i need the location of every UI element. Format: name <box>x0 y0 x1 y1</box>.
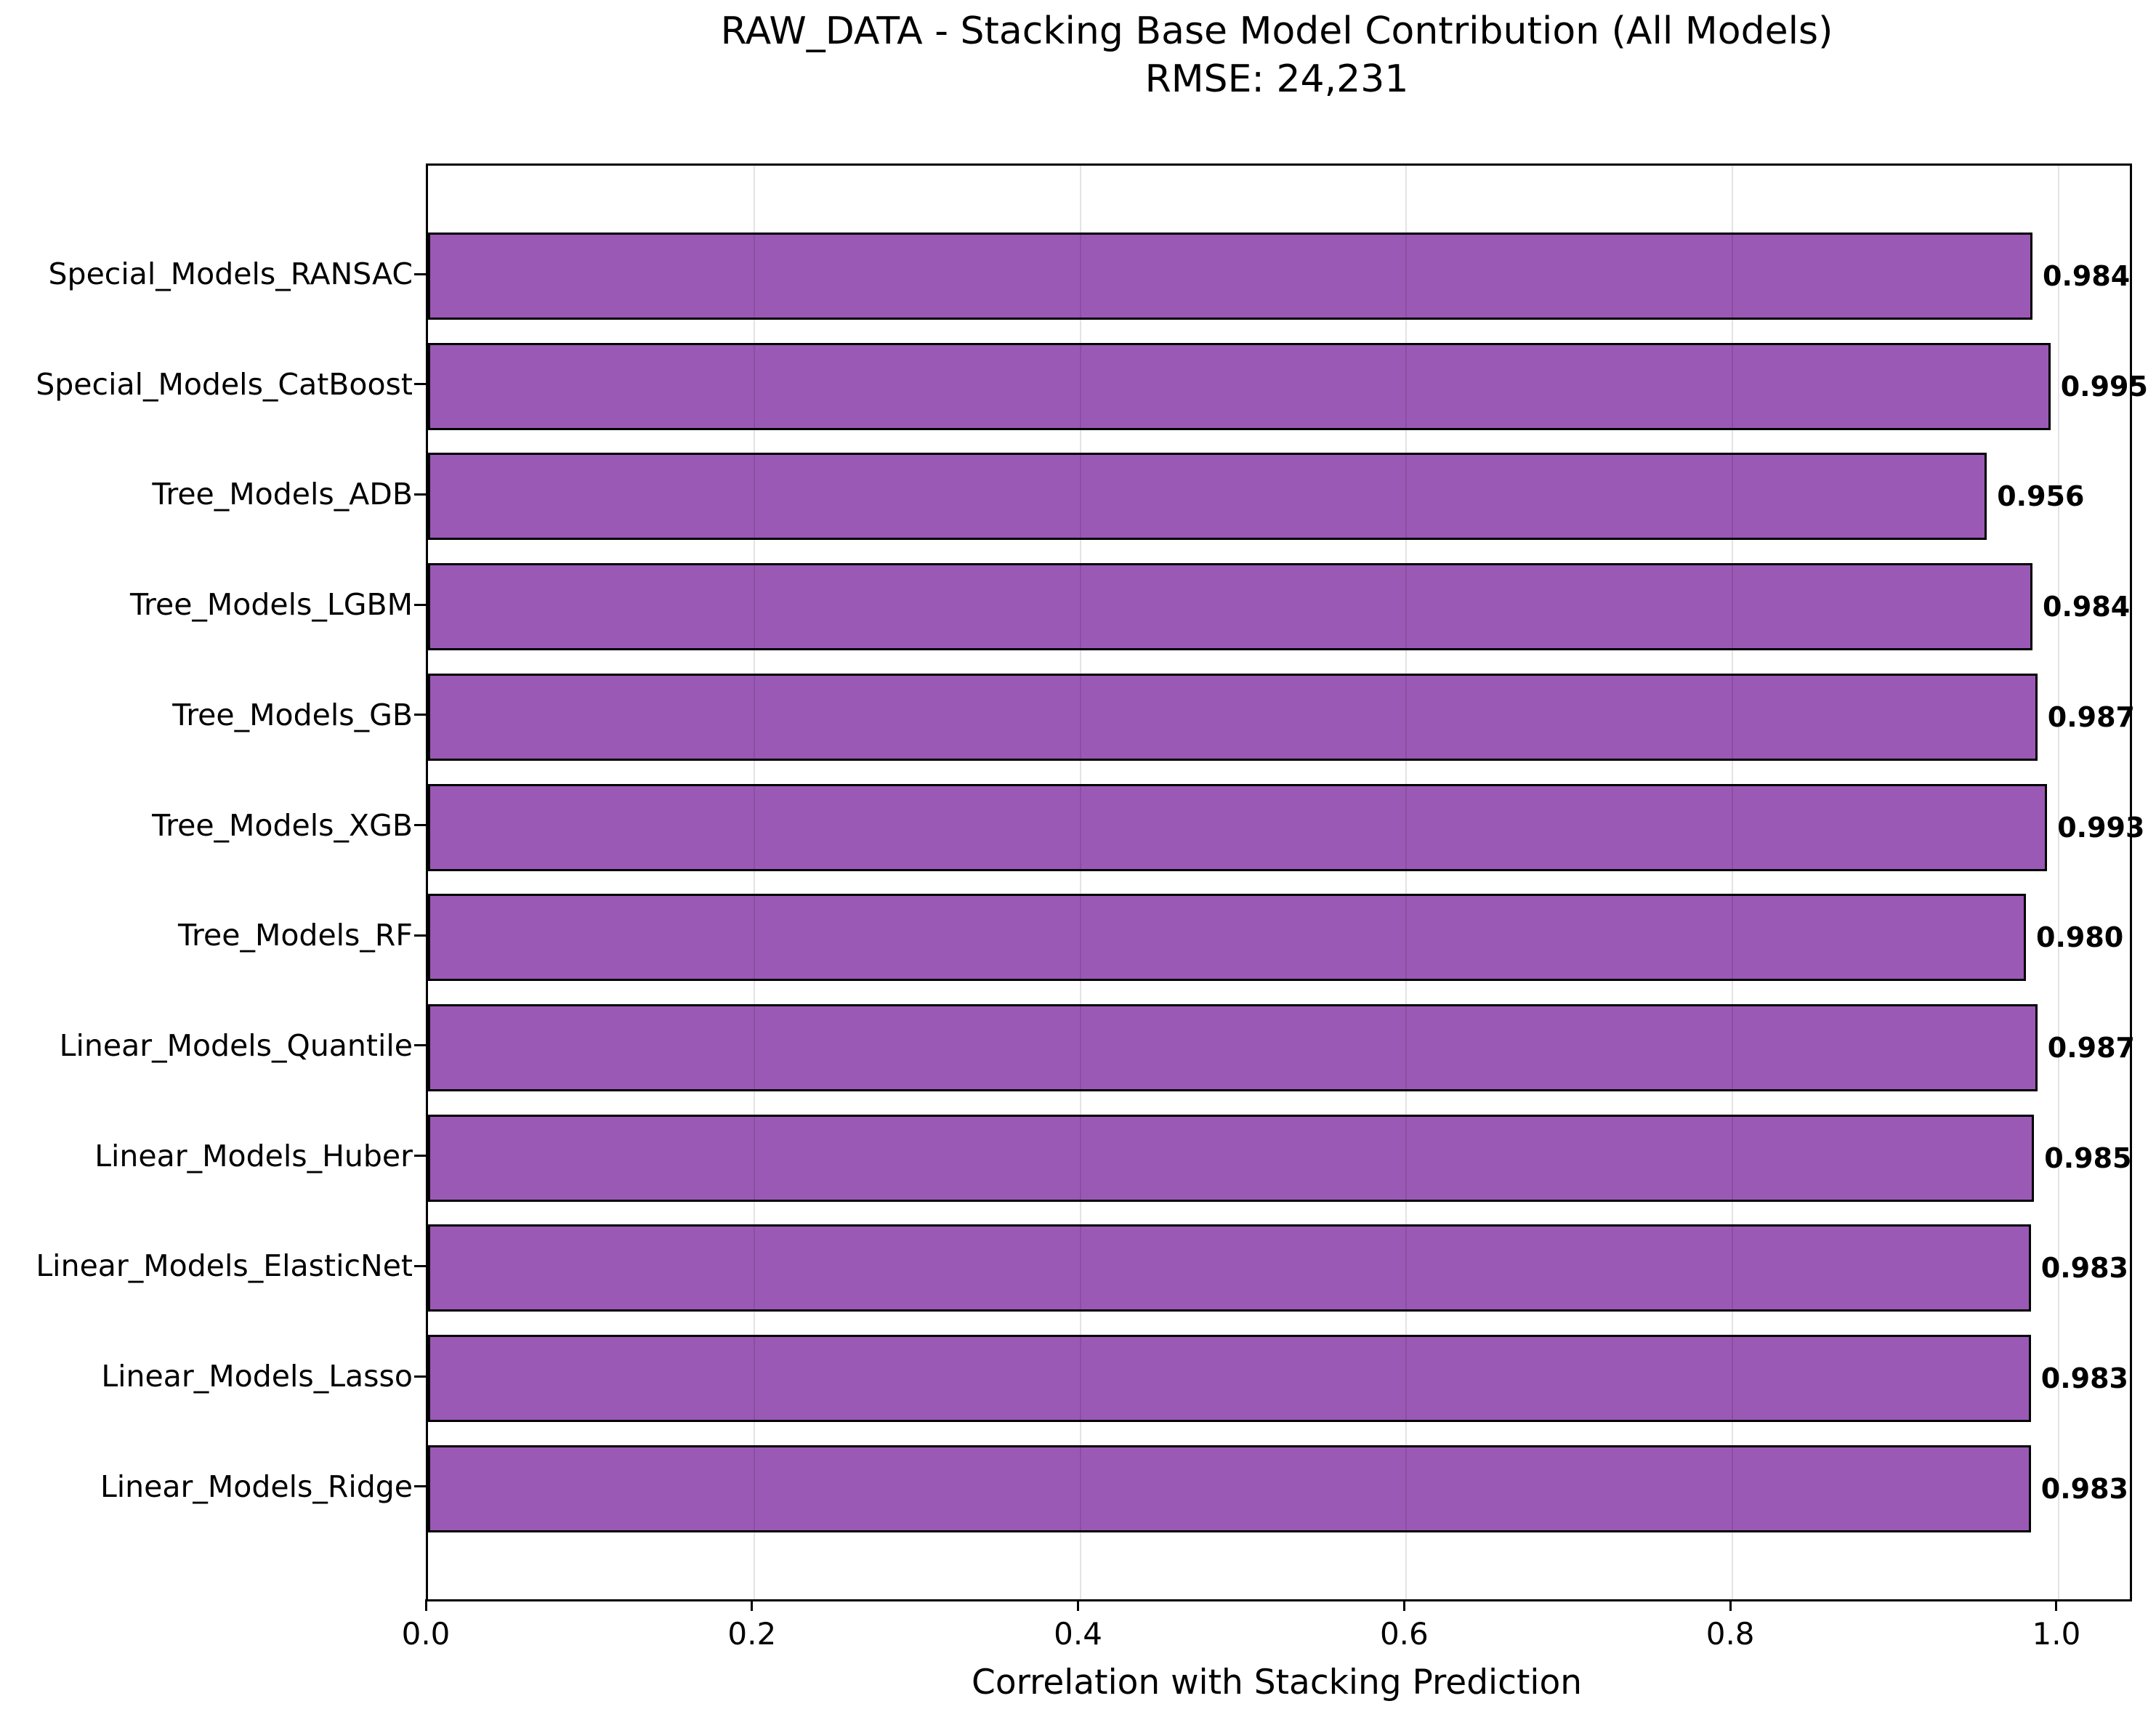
x-tick-label-1.0: 1.0 <box>2032 1616 2081 1652</box>
x-tick-label-0.4: 0.4 <box>1054 1616 1102 1652</box>
x-tick-mark <box>2055 1599 2058 1611</box>
y-tick-label-Linear_Models_Ridge: Linear_Models_Ridge <box>100 1468 413 1504</box>
y-tick-label-Special_Models_RANSAC: Special_Models_RANSAC <box>48 256 413 291</box>
bar-value-label: 0.984 <box>2043 591 2131 623</box>
bar-value-label: 0.987 <box>2047 700 2135 733</box>
bar-Linear_Models_Quantile <box>428 1003 2038 1091</box>
gridline-x-1 <box>2057 166 2059 1599</box>
y-tick-label-Linear_Models_Lasso: Linear_Models_Lasso <box>101 1359 413 1394</box>
gridline-x-0.8 <box>1732 166 1734 1599</box>
bar-Tree_Models_GB <box>428 673 2038 761</box>
x-tick-mark <box>424 1599 427 1611</box>
bar-value-label: 0.984 <box>2043 260 2131 292</box>
y-tick-label-Linear_Models_Huber: Linear_Models_Huber <box>94 1138 413 1173</box>
gridline-x-0.2 <box>753 166 755 1599</box>
bar-value-label: 0.956 <box>1997 480 2085 513</box>
bar-Special_Models_RANSAC <box>428 233 2033 320</box>
x-tick-label-0.8: 0.8 <box>1705 1616 1755 1652</box>
chart-subtitle: RMSE: 24,231 <box>1144 57 1409 101</box>
y-tick-mark <box>414 603 426 606</box>
bar-Linear_Models_Lasso <box>428 1335 2031 1422</box>
chart-title-block: RAW_DATA - Stacking Base Model Contribut… <box>405 7 2149 103</box>
y-tick-mark <box>414 824 426 826</box>
bar-Linear_Models_Ridge <box>428 1445 2031 1532</box>
bar-value-label: 0.993 <box>2057 811 2145 844</box>
y-tick-mark <box>414 493 426 496</box>
y-tick-label-Linear_Models_ElasticNet: Linear_Models_ElasticNet <box>36 1248 413 1284</box>
bar-value-label: 0.983 <box>2040 1362 2128 1394</box>
bar-Tree_Models_ADB <box>428 453 1987 541</box>
bar-value-label: 0.995 <box>2060 370 2148 403</box>
y-tick-label-Tree_Models_LGBM: Tree_Models_LGBM <box>130 587 413 623</box>
bar-value-label: 0.987 <box>2047 1031 2135 1064</box>
bar-Linear_Models_Huber <box>428 1114 2035 1202</box>
y-tick-mark <box>414 1155 426 1158</box>
bar-value-label: 0.983 <box>2040 1252 2128 1285</box>
x-tick-mark <box>1729 1599 1732 1611</box>
bar-Tree_Models_LGBM <box>428 563 2033 651</box>
y-tick-label-Linear_Models_Quantile: Linear_Models_Quantile <box>59 1027 413 1063</box>
x-tick-mark <box>1077 1599 1080 1611</box>
y-tick-mark <box>414 1044 426 1047</box>
bar-Linear_Models_ElasticNet <box>428 1224 2031 1312</box>
y-tick-mark <box>414 1375 426 1378</box>
y-tick-label-Tree_Models_XGB: Tree_Models_XGB <box>152 807 413 843</box>
y-tick-mark <box>414 934 426 937</box>
x-tick-label-0.6: 0.6 <box>1379 1616 1429 1652</box>
y-tick-label-Special_Models_CatBoost: Special_Models_CatBoost <box>36 366 413 402</box>
y-tick-mark <box>414 714 426 716</box>
bar-value-label: 0.983 <box>2040 1472 2128 1505</box>
y-tick-label-Tree_Models_GB: Tree_Models_GB <box>172 697 413 732</box>
bar-Special_Models_CatBoost <box>428 342 2051 430</box>
y-tick-mark <box>414 1485 426 1488</box>
y-tick-mark <box>414 272 426 275</box>
bar-Tree_Models_XGB <box>428 783 2048 871</box>
chart-title: RAW_DATA - Stacking Base Model Contribut… <box>720 9 1833 53</box>
x-tick-label-0.2: 0.2 <box>727 1616 777 1652</box>
plot-area: 0.984 0.995 0.956 0.984 0.987 0.993 0.980 0.987… <box>426 163 2148 1601</box>
bar-value-label: 0.980 <box>2036 921 2124 954</box>
y-tick-mark <box>414 1264 426 1267</box>
bar-Tree_Models_RF <box>428 894 2027 982</box>
x-tick-label-0.0: 0.0 <box>401 1616 451 1652</box>
x-axis-title: Correlation with Stacking Prediction <box>972 1663 1582 1702</box>
x-tick-mark <box>1402 1599 1405 1611</box>
gridline-x-0.6 <box>1405 166 1408 1599</box>
y-tick-label-Tree_Models_ADB: Tree_Models_ADB <box>152 477 413 512</box>
y-tick-label-Tree_Models_RF: Tree_Models_RF <box>178 918 413 953</box>
bar-value-label: 0.985 <box>2044 1142 2132 1174</box>
y-tick-mark <box>414 383 426 386</box>
x-tick-mark <box>751 1599 754 1611</box>
gridline-x-0.4 <box>1079 166 1081 1599</box>
